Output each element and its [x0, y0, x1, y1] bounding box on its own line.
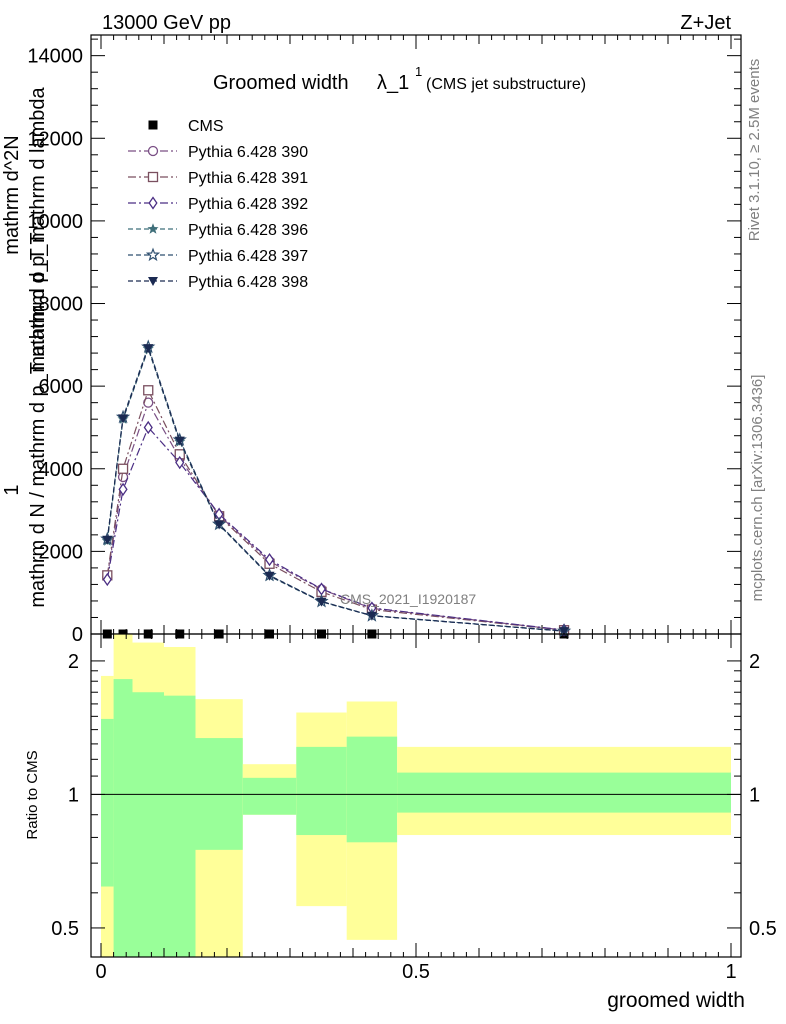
- chart-title: Groomed width λ_1 1 (CMS jet substructur…: [213, 64, 586, 94]
- data-point-6-4: [214, 520, 225, 530]
- y-label-line-4: mathrm d p_T mathrm d lambda: [27, 86, 49, 372]
- stat-band-5: [242, 777, 297, 815]
- mcplots-label: mcplots.cern.ch [arXiv:1306.3436]: [749, 375, 766, 602]
- legend-label-6: Pythia 6.428 398: [188, 274, 308, 291]
- legend-marker-4: [147, 223, 159, 234]
- data-point-3-2: [143, 420, 153, 435]
- series-line-3: [106, 426, 565, 631]
- y-tick-label-5: 10000: [27, 211, 83, 233]
- ratio-tick-label-left-0: 0.5: [51, 918, 79, 940]
- legend-label-0: CMS: [188, 118, 224, 135]
- stat-band-2: [132, 692, 164, 957]
- rivet-label: Rivet 3.1.10, ≥ 2.5M events: [746, 59, 763, 242]
- chart-title-sub: (CMS jet substructure): [426, 76, 586, 93]
- y-tick-label-0: 0: [72, 624, 83, 646]
- y-tick-label-4: 8000: [39, 294, 84, 316]
- data-point-6-5: [264, 571, 275, 581]
- ratio-tick-label-left-2: 2: [68, 651, 79, 673]
- data-point-3-3: [175, 455, 185, 470]
- y-label-line-1: 1: [1, 484, 23, 495]
- legend-marker-3: [148, 196, 158, 210]
- y-tick-label-3: 6000: [39, 376, 84, 398]
- y-tick-label-2: 4000: [39, 459, 84, 481]
- data-point-3-0: [102, 572, 112, 587]
- legend: CMS Pythia 6.428 390 Pythia 6.428 391 Pythi…: [128, 118, 308, 291]
- ratio-y-label: Ratio to CMS: [24, 750, 41, 839]
- y-label-line-3: mathrm d^2N: [1, 135, 23, 254]
- ratio-tick-label-right-1: 1: [749, 784, 760, 806]
- series-line-2: [106, 388, 565, 631]
- analysis-watermark: CMS_2021_I1920187: [340, 591, 476, 607]
- series-3: [102, 420, 569, 637]
- stat-band-6: [296, 746, 347, 836]
- series-4: [101, 343, 570, 636]
- data-point-3-5: [264, 552, 275, 567]
- series-2: [102, 385, 570, 636]
- ratio-plot: 0 0.5 1 0.5 0.5 1 1 2 2: [51, 633, 777, 983]
- data-point-2-2: [143, 385, 154, 396]
- data-point-6-1: [118, 414, 129, 424]
- legend-marker-0: [148, 120, 158, 130]
- stat-band-3: [164, 695, 196, 957]
- y-tick-label-6: 12000: [27, 128, 83, 150]
- x-axis-label: groomed width: [607, 989, 745, 1012]
- stat-band-7: [346, 736, 398, 843]
- ratio-tick-label-right-0: 0.5: [749, 918, 777, 940]
- y-label-line-2: mathrm d N / mathrm d p_T mathrm d p_T: [27, 232, 49, 607]
- legend-label-3: Pythia 6.428 392: [188, 196, 308, 213]
- data-point-6-7: [366, 611, 377, 621]
- ratio-tick-label-left-1: 1: [68, 784, 79, 806]
- legend-marker-1: [147, 145, 159, 157]
- data-point-3-1: [118, 482, 128, 497]
- legend-label-5: Pythia 6.428 397: [188, 248, 308, 265]
- data-point-6-0: [102, 535, 113, 545]
- data-point-2-1: [117, 463, 129, 474]
- y-tick-label-1: 2000: [39, 541, 84, 563]
- data-point-6-3: [174, 436, 185, 446]
- series-line-5: [106, 345, 565, 632]
- stat-band-1: [113, 679, 133, 957]
- x-tick-label-1: 0.5: [402, 961, 430, 983]
- legend-marker-5: [145, 247, 161, 262]
- x-tick-label-0: 0: [95, 961, 106, 983]
- chart-title-symbol: λ_1: [377, 72, 409, 94]
- ratio-tick-label-right-2: 2: [749, 651, 760, 673]
- series-line-4: [106, 347, 565, 632]
- data-point-6-8: [559, 627, 570, 637]
- data-point-6-6: [316, 597, 327, 607]
- legend-label-1: Pythia 6.428 390: [188, 144, 308, 161]
- stat-band-8: [397, 772, 731, 813]
- series-6: [102, 344, 570, 637]
- energy-label: 13000 GeV pp: [102, 12, 231, 34]
- legend-marker-6: [148, 277, 158, 286]
- main-plot: 0 2000 4000 6000 8000 10000 12000 14000: [27, 34, 742, 646]
- x-tick-label-2: 1: [725, 961, 736, 983]
- data-point-6-2: [143, 344, 154, 354]
- y-tick-label-7: 14000: [27, 46, 83, 68]
- stat-band-0: [101, 718, 114, 887]
- series-5: [100, 339, 572, 638]
- legend-label-2: Pythia 6.428 391: [188, 170, 308, 187]
- series-1: [102, 397, 570, 636]
- legend-label-4: Pythia 6.428 396: [188, 222, 308, 239]
- chart-title-main: Groomed width: [213, 72, 349, 94]
- legend-marker-2: [147, 171, 159, 183]
- series-line-6: [106, 346, 565, 632]
- chart-title-sup: 1: [415, 64, 422, 79]
- process-label: Z+Jet: [680, 12, 731, 34]
- main-y-label: 1 mathrm d N / mathrm d p_T mathrm d p_T…: [1, 86, 49, 607]
